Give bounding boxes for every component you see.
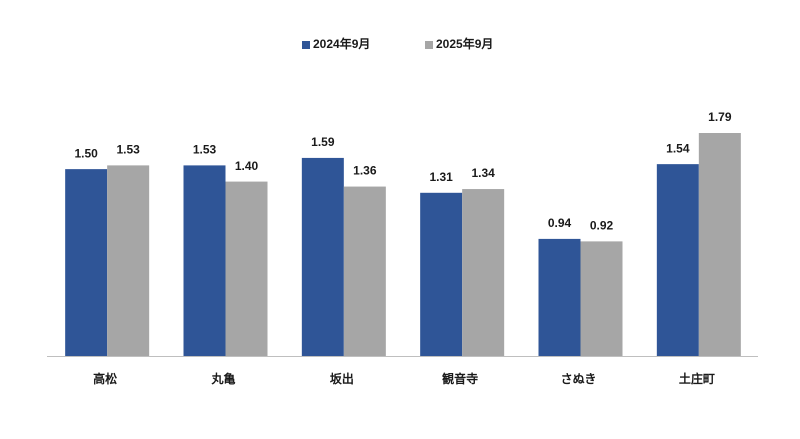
- bar: [580, 241, 623, 356]
- value-label: 1.53: [116, 143, 140, 157]
- x-tick-label: 観音寺: [442, 371, 478, 386]
- x-tick-label: 土庄町: [679, 371, 715, 386]
- value-label: 1.54: [666, 141, 690, 155]
- legend-swatch: [425, 41, 433, 49]
- value-label: 1.40: [235, 159, 259, 173]
- value-label: 0.92: [590, 219, 614, 233]
- value-label: 1.59: [311, 135, 335, 149]
- bar: [183, 165, 226, 356]
- value-label: 1.79: [708, 110, 732, 124]
- legend-label: 2024年9月: [313, 36, 370, 51]
- bar: [420, 192, 463, 356]
- bar: [343, 186, 386, 356]
- value-label: 0.94: [548, 216, 572, 230]
- bar: [462, 189, 505, 356]
- bar: [656, 164, 699, 356]
- value-label: 1.50: [74, 146, 98, 160]
- value-label: 1.34: [471, 166, 495, 180]
- x-tick-label: 坂出: [330, 371, 354, 386]
- bar: [225, 181, 268, 356]
- bar: [65, 169, 108, 356]
- value-label: 1.31: [429, 170, 453, 184]
- bar: [107, 165, 150, 356]
- bar: [301, 157, 344, 356]
- value-label: 1.53: [193, 143, 217, 157]
- legend-label: 2025年9月: [436, 36, 493, 51]
- bar: [698, 133, 741, 356]
- bar: [538, 238, 581, 356]
- value-label: 1.36: [353, 164, 377, 178]
- legend-swatch: [302, 41, 310, 49]
- x-tick-label: さぬき: [561, 372, 597, 386]
- x-tick-label: 高松: [93, 371, 117, 386]
- x-tick-label: 丸亀: [210, 371, 235, 386]
